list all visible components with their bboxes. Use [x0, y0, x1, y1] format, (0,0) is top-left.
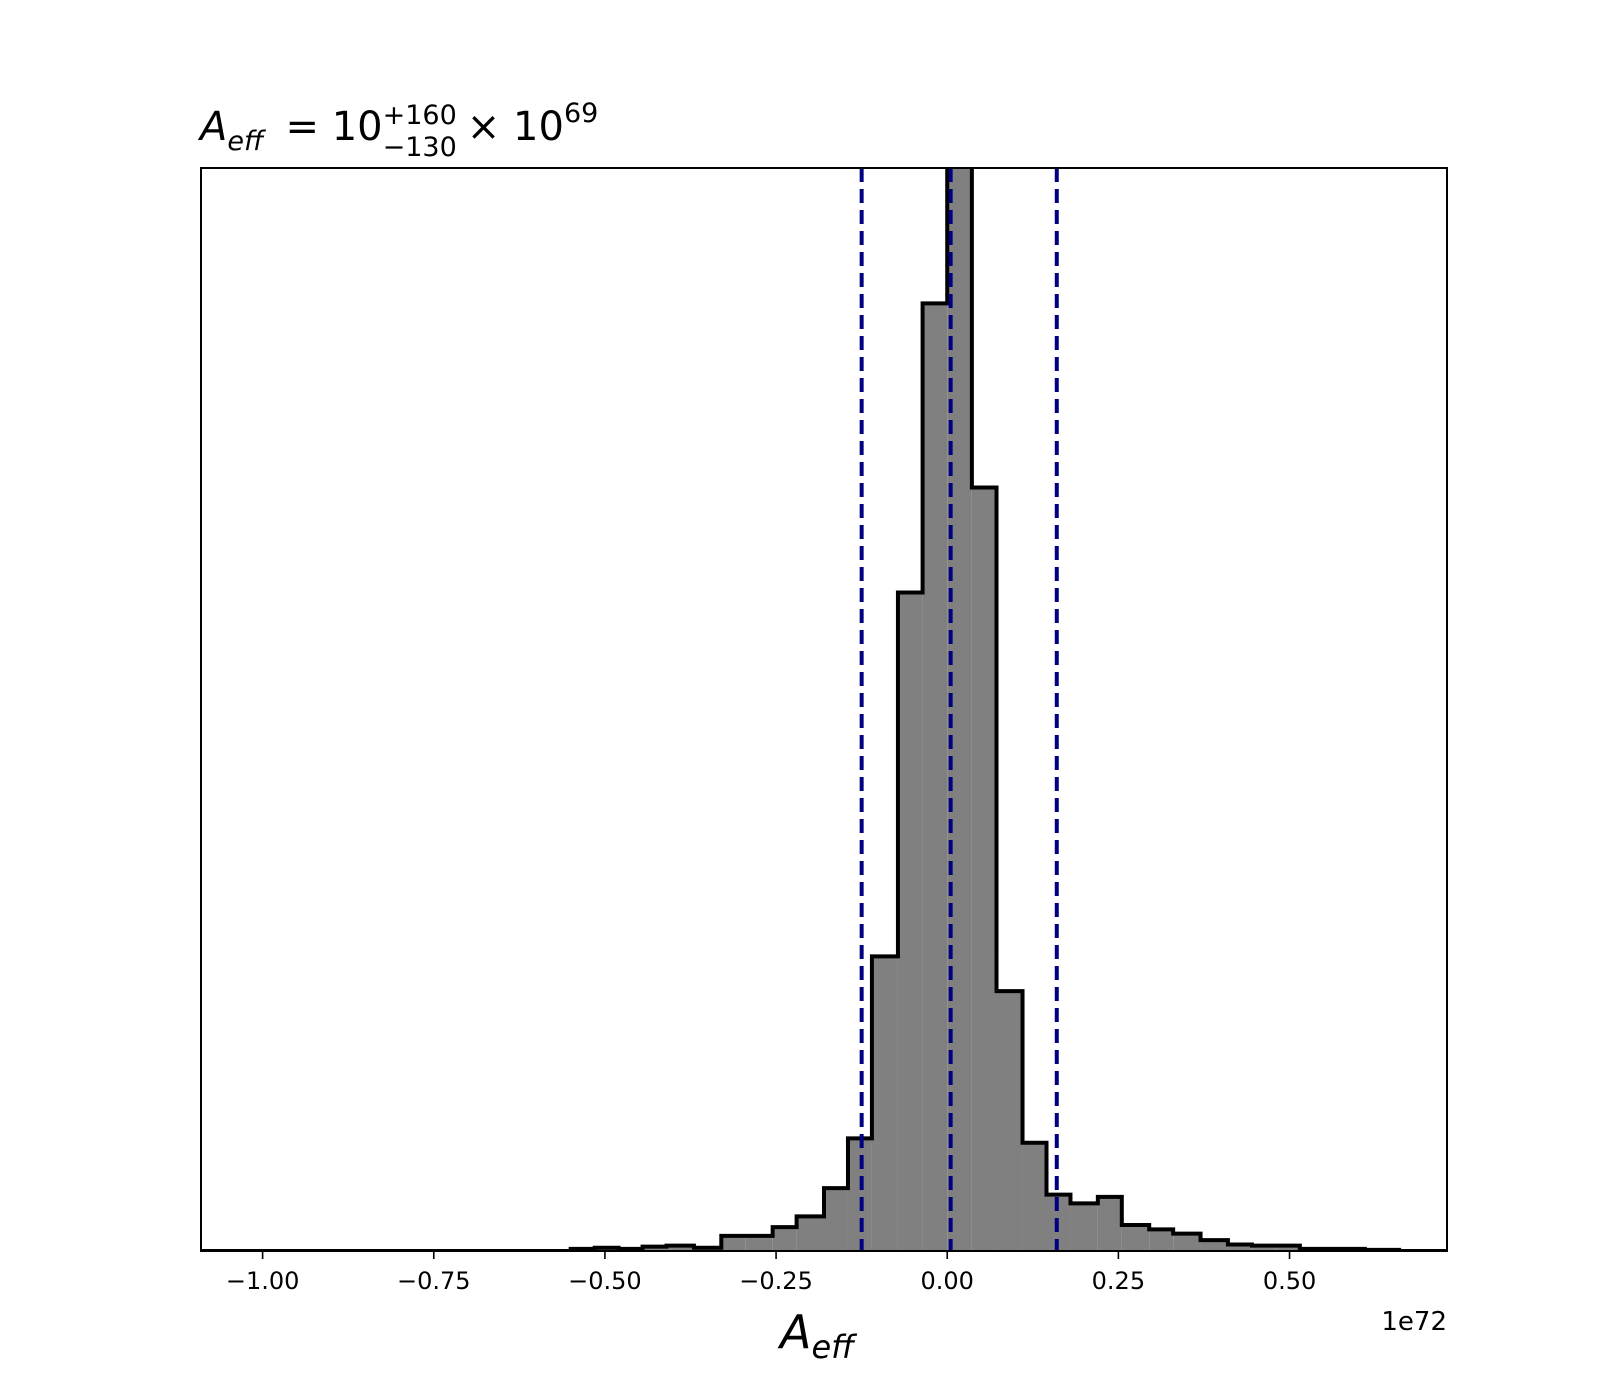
- svg-text:Aeff= 10+160−130× 1069: Aeff = 10+160 −130 × 1069: [197, 98, 598, 163]
- x-offset-text: 1e72: [1381, 1307, 1447, 1337]
- x-tick-label: 0.50: [1263, 1267, 1316, 1295]
- x-axis: −1.00 −0.75 −0.50 −0.25 0.00 0.25 0.50: [226, 1251, 1316, 1295]
- histogram-bar: [1097, 1196, 1122, 1251]
- histogram-bar: [922, 303, 948, 1251]
- x-tick-label: 0.25: [1092, 1267, 1145, 1295]
- histogram-bar: [824, 1188, 848, 1251]
- histogram-bar: [847, 1138, 872, 1251]
- histogram-bar: [772, 1227, 797, 1251]
- x-tick-label: −0.75: [397, 1267, 471, 1295]
- histogram-bar: [1022, 1142, 1047, 1251]
- histogram-bar: [871, 956, 898, 1251]
- x-tick-label: 0.00: [921, 1267, 974, 1295]
- histogram-bar: [1149, 1229, 1174, 1251]
- x-tick-label: −0.50: [568, 1267, 642, 1295]
- histogram-bar: [745, 1235, 773, 1251]
- title-sup: +160: [383, 100, 457, 131]
- axes-frame: [200, 167, 1448, 1252]
- histogram-bar: [897, 592, 923, 1251]
- xlabel-symbol: A: [777, 1305, 811, 1359]
- histogram-bar: [1121, 1225, 1150, 1251]
- title-equals: = 10: [285, 104, 382, 150]
- histogram-bar: [642, 1246, 667, 1251]
- histogram-bar: [666, 1245, 694, 1251]
- histogram-bar: [1173, 1233, 1201, 1251]
- histogram-bar: [996, 991, 1023, 1251]
- xlabel-sub: eff: [811, 1328, 858, 1366]
- plot-area: [201, 168, 1447, 1251]
- title-symbol-sub: eff: [227, 126, 266, 157]
- histogram-bar: [1200, 1240, 1228, 1251]
- histogram-bar: [1275, 1245, 1300, 1251]
- histogram-bar: [721, 1235, 746, 1251]
- title-symbol: A: [197, 104, 227, 150]
- x-tick-label: −1.00: [226, 1267, 300, 1295]
- histogram-bar: [1227, 1244, 1252, 1251]
- histogram-bar: [971, 487, 997, 1251]
- title-sub: −130: [383, 132, 457, 163]
- x-axis-label: Aeff: [777, 1305, 858, 1366]
- histogram-bar: [796, 1216, 824, 1251]
- title-exp: 69: [564, 98, 598, 129]
- x-tick-label: −0.25: [739, 1267, 813, 1295]
- histogram-bar: [1070, 1203, 1098, 1251]
- chart-title: Aeff = 10+160 −130 × 1069: [197, 98, 598, 163]
- histogram-bar: [1251, 1245, 1276, 1251]
- histogram-outline: [201, 168, 1447, 1251]
- title-times: × 10: [467, 104, 564, 150]
